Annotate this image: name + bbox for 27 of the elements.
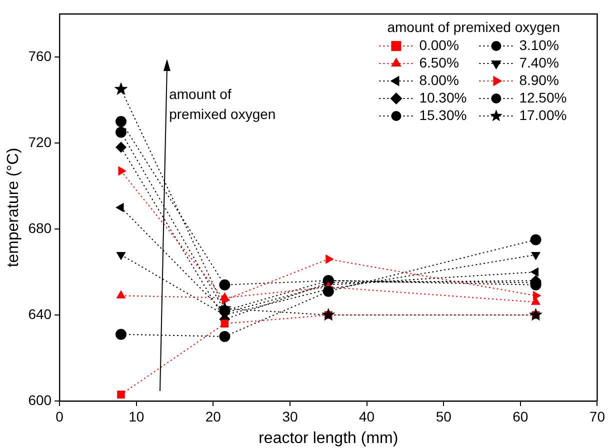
x-tick-label: 60 [512, 408, 528, 424]
annotation: amount of premixed oxygen [169, 84, 276, 124]
y-tick-label: 640 [28, 306, 52, 322]
x-tick-label: 10 [128, 408, 144, 424]
y-tick-label: 760 [28, 48, 52, 64]
y-tick-label: 720 [28, 134, 52, 150]
legend-label: 10.30% [419, 89, 467, 106]
legend-label: 7.40% [519, 54, 559, 70]
y-tick-label: 600 [28, 392, 52, 408]
legend-label: 15.30% [419, 106, 467, 123]
legend-title: amount of premixed oxygen [387, 18, 560, 35]
y-tick-label: 680 [28, 220, 52, 236]
legend-label: 12.50% [519, 89, 567, 106]
x-tick-label: 50 [436, 408, 452, 424]
x-tick-label: 40 [359, 408, 375, 424]
x-tick-label: 70 [589, 408, 606, 424]
x-axis-title: reactor length (mm) [258, 430, 398, 447]
x-tick-label: 30 [282, 408, 298, 424]
legend-label: 6.50% [419, 54, 459, 70]
y-axis-title: temperature (°C) [5, 148, 22, 268]
legend-label: 8.90% [519, 72, 559, 88]
x-tick-label: 0 [56, 408, 64, 424]
legend-label: 0.00% [419, 36, 459, 53]
legend-label: 17.00% [519, 106, 567, 123]
legend-label: 8.00% [419, 72, 459, 88]
legend-label: 3.10% [519, 36, 559, 53]
x-tick-label: 20 [205, 408, 222, 424]
